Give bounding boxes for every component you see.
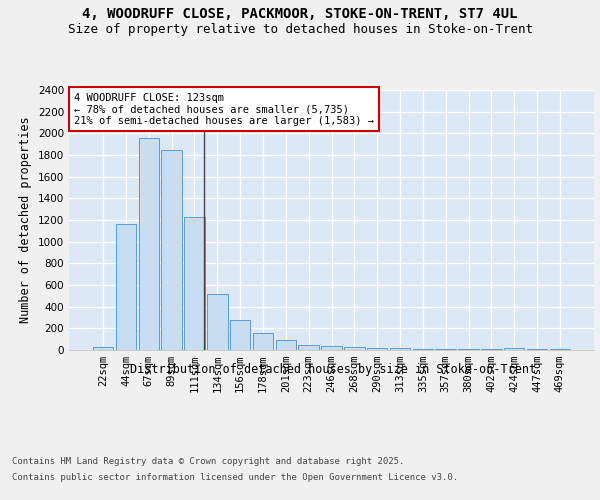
Text: 4, WOODRUFF CLOSE, PACKMOOR, STOKE-ON-TRENT, ST7 4UL: 4, WOODRUFF CLOSE, PACKMOOR, STOKE-ON-TR… [82,8,518,22]
Bar [207,294,227,350]
Bar [139,138,159,350]
Bar [116,224,136,350]
Bar [161,150,182,350]
Text: Contains public sector information licensed under the Open Government Licence v3: Contains public sector information licen… [12,472,458,482]
Bar [230,320,250,350]
Bar [321,346,342,350]
Bar [436,349,456,350]
Bar [184,217,205,350]
Y-axis label: Number of detached properties: Number of detached properties [19,116,32,324]
Bar [275,340,296,350]
Bar [390,348,410,350]
Bar [298,344,319,350]
Bar [367,348,388,350]
Text: Size of property relative to detached houses in Stoke-on-Trent: Size of property relative to detached ho… [67,22,533,36]
Bar [93,348,113,350]
Bar [504,348,524,350]
Text: Contains HM Land Registry data © Crown copyright and database right 2025.: Contains HM Land Registry data © Crown c… [12,458,404,466]
Text: 4 WOODRUFF CLOSE: 123sqm
← 78% of detached houses are smaller (5,735)
21% of sem: 4 WOODRUFF CLOSE: 123sqm ← 78% of detach… [74,92,374,126]
Bar [344,348,365,350]
Bar [253,333,273,350]
Text: Distribution of detached houses by size in Stoke-on-Trent: Distribution of detached houses by size … [130,362,536,376]
